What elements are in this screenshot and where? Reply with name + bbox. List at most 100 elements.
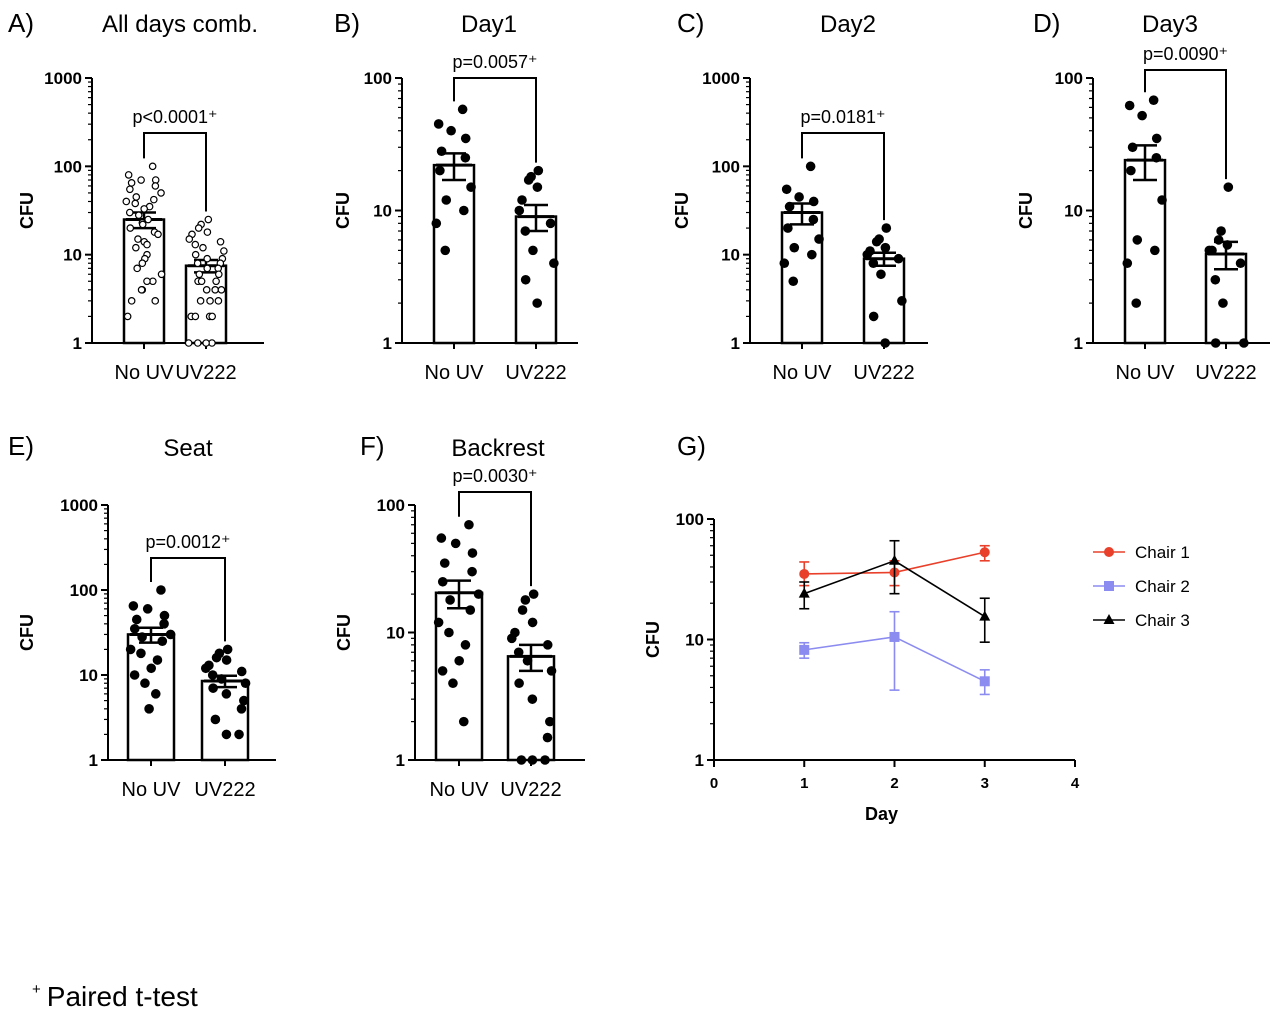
panel-title: Seat xyxy=(163,435,213,462)
y-axis-label: CFU xyxy=(333,192,353,229)
data-point xyxy=(979,676,990,687)
legend-label: Chair 1 xyxy=(1135,543,1190,562)
y-tick-label: 10 xyxy=(373,202,392,221)
data-point xyxy=(445,595,455,605)
data-point xyxy=(868,258,879,269)
y-tick-label: 1000 xyxy=(702,69,740,88)
data-point xyxy=(527,617,538,628)
data-point xyxy=(460,640,471,650)
data-point xyxy=(436,146,447,157)
data-point xyxy=(1223,182,1234,192)
y-tick-label: 1 xyxy=(1074,334,1083,353)
data-point xyxy=(1239,338,1249,348)
y-tick-label: 10 xyxy=(1064,202,1083,221)
data-point xyxy=(131,199,140,208)
data-point xyxy=(1235,258,1246,269)
data-point xyxy=(127,297,136,305)
data-point xyxy=(457,104,468,115)
y-axis-label: CFU xyxy=(643,621,663,658)
legend-entry: Chair 2 xyxy=(1093,577,1190,596)
data-point xyxy=(125,208,134,217)
data-point xyxy=(788,276,799,287)
data-point xyxy=(1204,245,1215,256)
data-point xyxy=(137,176,145,184)
data-point xyxy=(546,666,557,676)
p-value-label: p<0.0001⁺ xyxy=(132,107,217,127)
data-point xyxy=(143,277,151,286)
y-tick-label: 10 xyxy=(685,631,704,650)
data-point xyxy=(152,655,163,665)
y-tick-label: 100 xyxy=(712,157,740,176)
data-point xyxy=(1148,95,1159,105)
data-point xyxy=(542,640,553,650)
data-point xyxy=(150,195,158,204)
data-point xyxy=(144,704,154,714)
data-point xyxy=(459,205,469,216)
data-point xyxy=(458,716,469,727)
data-point xyxy=(435,165,445,176)
panel-label: E) xyxy=(8,431,34,461)
data-point xyxy=(132,243,140,252)
footnote-text: Paired t-test xyxy=(46,981,198,1012)
y-axis-label: CFU xyxy=(1016,192,1036,229)
data-point xyxy=(202,286,211,294)
data-point xyxy=(532,182,543,192)
panel-title: All days comb. xyxy=(102,11,258,38)
data-point xyxy=(889,554,900,565)
footnote-marker: + xyxy=(32,981,41,998)
data-point xyxy=(137,632,147,642)
data-point xyxy=(185,235,194,243)
data-point xyxy=(195,270,204,279)
data-point xyxy=(893,253,904,264)
data-point xyxy=(239,695,249,706)
data-point xyxy=(808,196,819,207)
bar xyxy=(434,591,484,762)
data-point xyxy=(1137,110,1147,121)
data-point xyxy=(441,195,452,205)
data-point xyxy=(151,182,160,190)
data-point xyxy=(203,254,211,263)
data-point xyxy=(203,228,212,236)
data-point xyxy=(133,264,141,273)
data-point xyxy=(150,689,161,699)
data-point xyxy=(862,249,873,260)
legend-label: Chair 3 xyxy=(1135,611,1190,630)
y-tick-label: 100 xyxy=(377,496,405,515)
data-point xyxy=(165,629,176,640)
comparison-bracket xyxy=(801,132,885,221)
data-point xyxy=(881,223,892,233)
data-point xyxy=(532,298,542,308)
panel-title: Backrest xyxy=(451,435,545,462)
data-point xyxy=(876,269,886,280)
data-point xyxy=(221,655,232,665)
data-point xyxy=(212,277,220,286)
data-point xyxy=(1132,235,1143,245)
data-point xyxy=(136,648,146,659)
series-2 xyxy=(799,610,990,696)
data-point xyxy=(545,716,555,727)
data-point xyxy=(440,245,451,256)
data-point xyxy=(1210,274,1221,285)
panel-title: Day3 xyxy=(1142,11,1198,38)
data-point xyxy=(514,678,524,689)
data-point xyxy=(140,678,150,689)
data-point xyxy=(210,714,221,725)
x-tick-label: No UV xyxy=(425,362,485,384)
data-point xyxy=(240,678,251,689)
data-point xyxy=(1210,338,1221,348)
data-point xyxy=(520,595,531,605)
data-point xyxy=(214,270,223,279)
panel-E: E) Seat CFU 1 10 100 1000 No UV UV222 p=0.0012⁺ xyxy=(8,431,276,801)
data-point xyxy=(159,619,169,629)
data-point xyxy=(783,223,793,233)
comparison-bracket xyxy=(458,491,532,587)
data-point xyxy=(880,338,890,348)
x-tick-label: No UV xyxy=(115,362,175,384)
data-point xyxy=(127,179,136,187)
data-point xyxy=(514,205,525,216)
data-point xyxy=(437,666,448,676)
x-tick-label: 3 xyxy=(981,775,989,792)
panel-F: F) Backrest CFU 1 10 100 No UV UV222 p=0.0030⁺ xyxy=(334,431,585,801)
data-point xyxy=(144,215,152,224)
